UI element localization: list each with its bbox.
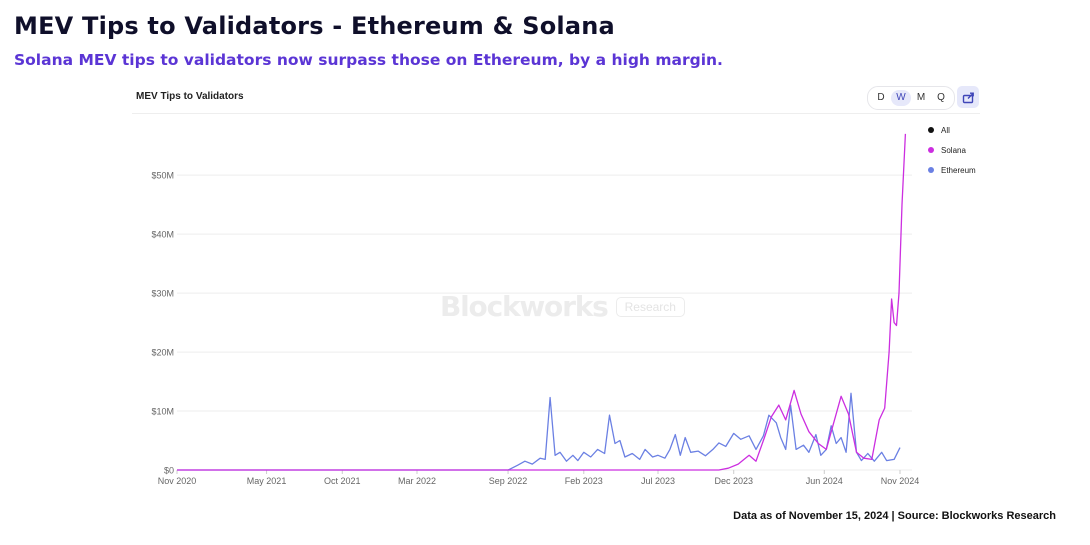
x-tick-label: Nov 2024 [881, 476, 920, 486]
interval-button-q[interactable]: Q [937, 92, 945, 103]
grid-layer [177, 174, 912, 471]
page-subtitle: Solana MEV tips to validators now surpas… [14, 51, 723, 69]
y-tick-label: $40M [151, 230, 174, 240]
x-tick-label: Sep 2022 [489, 476, 528, 486]
export-button[interactable] [957, 86, 979, 108]
x-tick-label: Mar 2022 [398, 476, 436, 486]
panel-divider [132, 113, 980, 114]
chart-legend: All Solana Ethereum [928, 120, 976, 180]
panel-title: MEV Tips to Validators [136, 91, 244, 102]
interval-button-d[interactable]: D [877, 92, 885, 103]
interval-button-m[interactable]: M [916, 92, 926, 103]
chart-panel: MEV Tips to Validators D W M Q All Solan… [132, 82, 980, 492]
x-tick-label: Dec 2023 [714, 476, 753, 486]
legend-dot-all [928, 127, 934, 133]
legend-label-all: All [941, 125, 950, 135]
x-tick-label: Feb 2023 [565, 476, 603, 486]
export-icon [962, 92, 974, 103]
legend-dot-ethereum [928, 167, 934, 173]
y-tick-label: $0 [164, 466, 174, 476]
series-line-solana [177, 133, 907, 471]
source-note: Data as of November 15, 2024 | Source: B… [733, 510, 1056, 522]
page-title: MEV Tips to Validators - Ethereum & Sola… [14, 12, 615, 40]
legend-item-solana[interactable]: Solana [928, 140, 976, 160]
series-layer [177, 133, 907, 471]
series-line-ethereum [177, 392, 901, 471]
legend-item-all[interactable]: All [928, 120, 976, 140]
y-tick-label: $50M [151, 171, 174, 181]
interval-button-w[interactable]: W [891, 90, 911, 106]
y-tick-label: $30M [151, 289, 174, 299]
x-tick-label: Jul 2023 [641, 476, 675, 486]
x-tick-label: Nov 2020 [158, 476, 197, 486]
legend-label-ethereum: Ethereum [941, 165, 976, 175]
axis-layer: $0 $10M $20M $30M $40M $50M Nov 2020 May 2021 Oc… [151, 171, 919, 486]
legend-label-solana: Solana [941, 145, 966, 155]
interval-toggle: D W M Q [867, 86, 955, 110]
legend-dot-solana [928, 147, 934, 153]
y-tick-label: $20M [151, 348, 174, 358]
x-tick-label: Oct 2021 [324, 476, 361, 486]
y-tick-label: $10M [151, 407, 174, 417]
watermark-logo: Blockworks [440, 290, 609, 323]
legend-item-ethereum[interactable]: Ethereum [928, 160, 976, 180]
x-tick-label: May 2021 [247, 476, 287, 486]
watermark-badge: Research [615, 296, 685, 317]
watermark: Blockworks Research [440, 290, 685, 323]
x-tick-label: Jun 2024 [806, 476, 843, 486]
